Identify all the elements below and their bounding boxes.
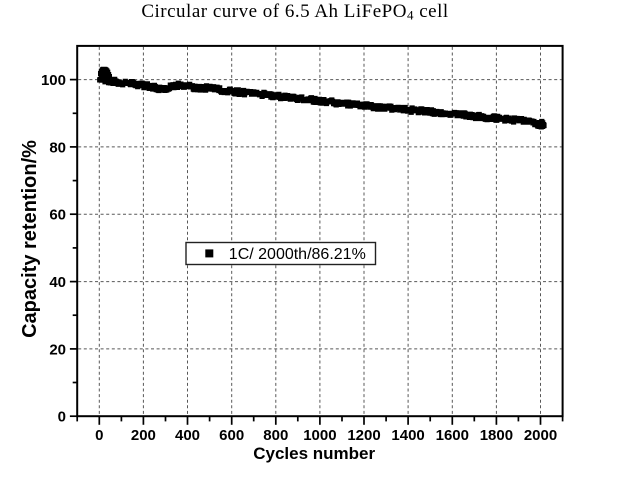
svg-text:1000: 1000	[303, 427, 336, 444]
svg-text:0: 0	[58, 409, 66, 426]
svg-text:600: 600	[219, 427, 244, 444]
svg-text:2000: 2000	[524, 427, 557, 444]
svg-text:200: 200	[131, 427, 156, 444]
svg-text:Capacity retention/%: Capacity retention/%	[19, 140, 41, 338]
svg-text:80: 80	[49, 139, 66, 156]
svg-text:1200: 1200	[347, 427, 380, 444]
svg-text:400: 400	[175, 427, 200, 444]
svg-text:Cycles number: Cycles number	[253, 444, 375, 463]
svg-text:100: 100	[41, 72, 66, 89]
svg-text:60: 60	[49, 207, 66, 224]
svg-text:0: 0	[95, 427, 103, 444]
svg-text:1600: 1600	[436, 427, 469, 444]
svg-text:Circular curve of 6.5 Ah LiFeP: Circular curve of 6.5 Ah LiFePO4 cell	[141, 1, 448, 22]
svg-text:1800: 1800	[480, 427, 513, 444]
svg-text:1400: 1400	[391, 427, 424, 444]
svg-text:1C/ 2000th/86.21%: 1C/ 2000th/86.21%	[229, 246, 366, 263]
svg-text:40: 40	[49, 274, 66, 291]
svg-text:800: 800	[263, 427, 288, 444]
svg-text:20: 20	[49, 341, 66, 358]
